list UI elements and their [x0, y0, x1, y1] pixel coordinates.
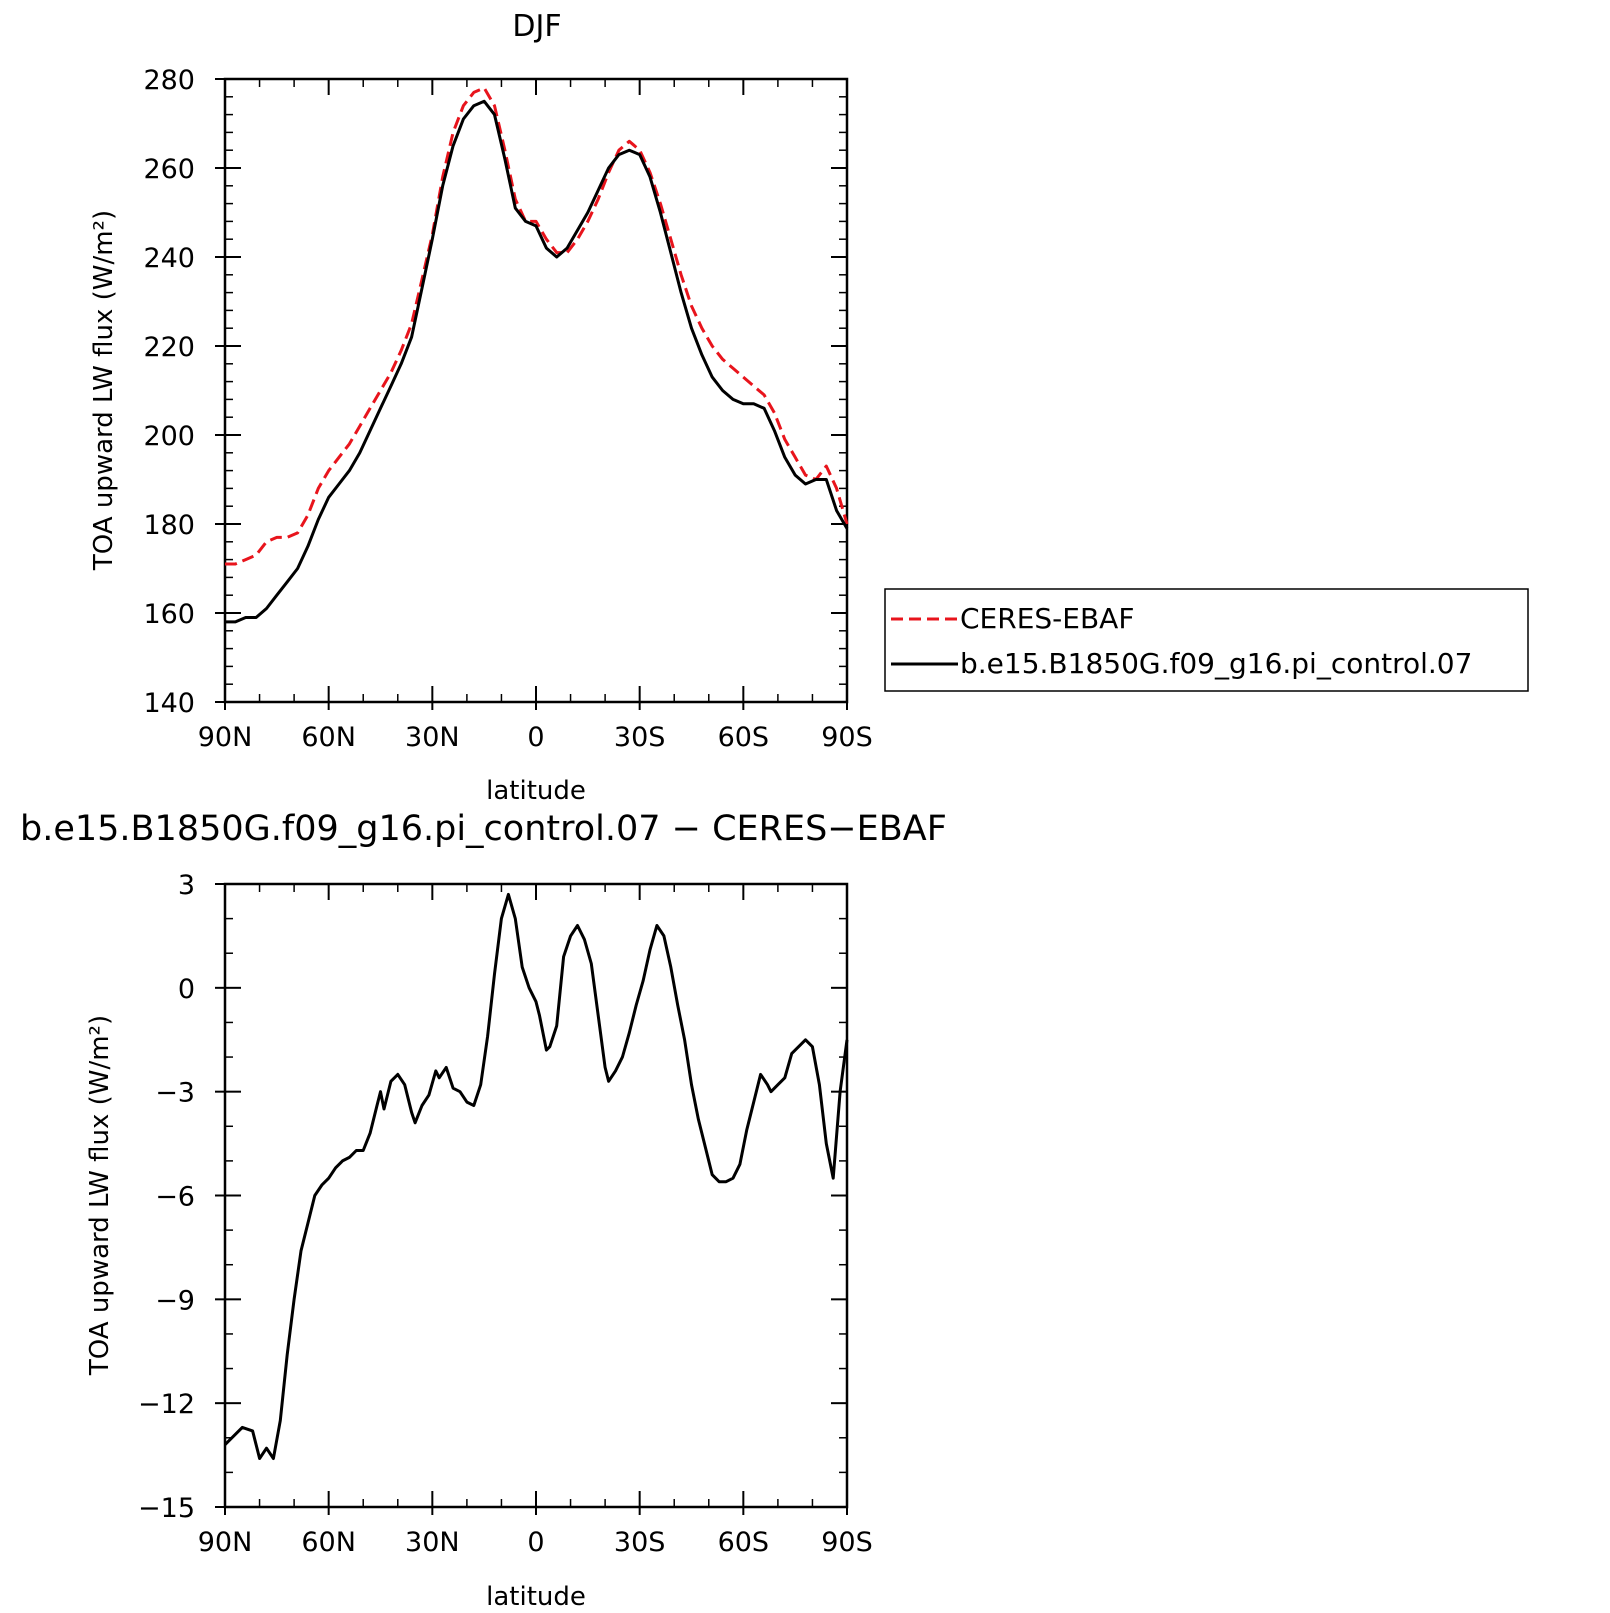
- bottom-axis-ticks: [215, 883, 848, 1515]
- top-x-tick-label: 0: [527, 722, 544, 753]
- bottom-x-tick-label: 30N: [405, 1527, 460, 1558]
- top-x-axis-label: latitude: [486, 776, 586, 806]
- top-y-axis-label: TOA upward LW flux (W/m²): [89, 210, 119, 571]
- bottom-x-tick-label: 90N: [198, 1527, 253, 1558]
- bottom-x-tick-label: 60N: [301, 1527, 356, 1558]
- bottom-x-tick-labels: 90N 60N 30N 0 30S 60S 90S: [198, 1527, 873, 1558]
- top-y-tick-label: 140: [143, 688, 195, 719]
- top-x-tick-label: 30N: [405, 722, 460, 753]
- bottom-x-tick-label: 60S: [718, 1527, 770, 1558]
- top-y-tick-label: 240: [143, 243, 195, 274]
- bottom-x-tick-label: 0: [527, 1527, 544, 1558]
- top-y-tick-labels: 140 160 180 200 220 240 260 280: [143, 65, 195, 719]
- top-series-group: [225, 86, 849, 624]
- bottom-plot-frame: [223, 882, 849, 1509]
- top-plot-frame: [223, 77, 849, 704]
- bottom-x-tick-label: 30S: [614, 1527, 666, 1558]
- bottom-x-tick-label: 90S: [821, 1527, 873, 1558]
- legend-box: [884, 588, 1529, 692]
- top-panel: DJF 140 160 180 200 220 240 260 280 90N 60N 30N 0 3…: [89, 9, 873, 806]
- top-x-tick-label: 60S: [718, 722, 770, 753]
- bottom-y-tick-label: −9: [155, 1285, 195, 1316]
- top-y-tick-label: 260: [143, 154, 195, 185]
- top-y-tick-label: 200: [143, 421, 195, 452]
- bottom-y-tick-label: −12: [138, 1389, 195, 1420]
- top-y-tick-label: 280: [143, 65, 195, 96]
- bottom-y-tick-label: 0: [178, 974, 195, 1005]
- top-y-tick-label: 180: [143, 510, 195, 541]
- top-x-tick-labels: 90N 60N 30N 0 30S 60S 90S: [198, 722, 873, 753]
- top-y-tick-label: 160: [143, 599, 195, 630]
- top-x-tick-label: 90S: [821, 722, 873, 753]
- bottom-panel: b.e15.B1850G.f09_g16.pi_control.07 − CER…: [20, 809, 947, 1612]
- bottom-series-group: [223, 892, 849, 1460]
- bottom-series-line-0: [223, 892, 849, 1460]
- bottom-x-axis-label: latitude: [486, 1582, 586, 1612]
- legend-label-ceres-ebaf: CERES-EBAF: [960, 602, 1134, 635]
- bottom-y-tick-label: −3: [155, 1078, 195, 1109]
- bottom-y-axis-label: TOA upward LW flux (W/m²): [85, 1015, 115, 1376]
- top-x-tick-label: 60N: [301, 722, 356, 753]
- top-axis-ticks: [215, 78, 848, 710]
- bottom-y-tick-label: 3: [178, 870, 195, 901]
- top-y-tick-label: 220: [143, 332, 195, 363]
- top-x-tick-label: 90N: [198, 722, 253, 753]
- top-chart-title: DJF: [512, 9, 561, 44]
- top-series-line-1: [225, 99, 849, 624]
- bottom-chart-title: b.e15.B1850G.f09_g16.pi_control.07 − CER…: [20, 809, 947, 849]
- legend: CERES-EBAF b.e15.B1850G.f09_g16.pi_contr…: [884, 588, 1529, 692]
- bottom-y-tick-label: −6: [155, 1182, 195, 1213]
- bottom-y-tick-labels: −15 −12 −9 −6 −3 0 3: [138, 870, 195, 1524]
- legend-label-model: b.e15.B1850G.f09_g16.pi_control.07: [960, 647, 1472, 680]
- bottom-y-tick-label: −15: [138, 1493, 195, 1524]
- top-x-tick-label: 30S: [614, 722, 666, 753]
- top-series-line-0: [225, 86, 849, 566]
